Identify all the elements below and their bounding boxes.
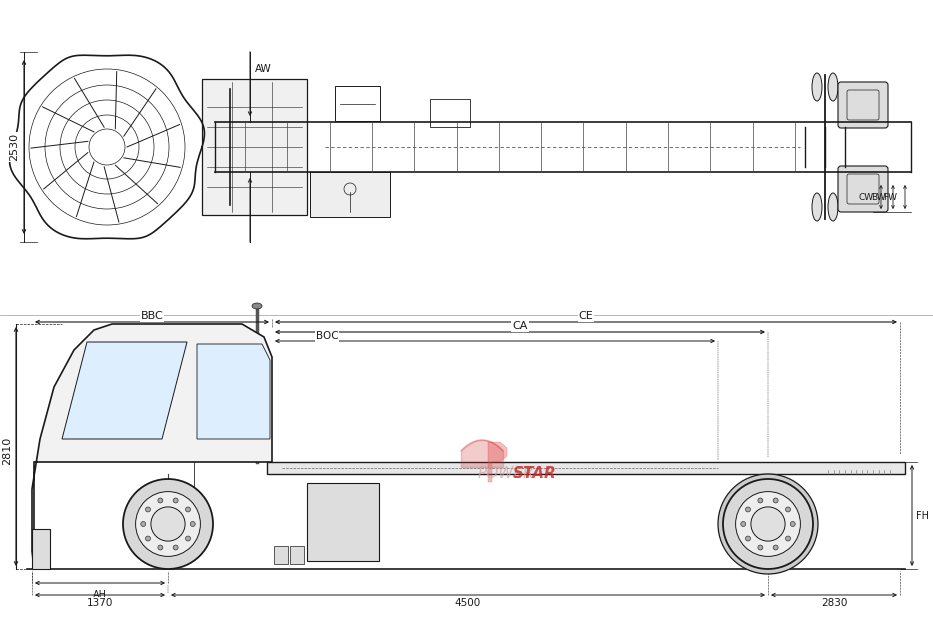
Circle shape <box>123 479 213 569</box>
Circle shape <box>158 498 163 503</box>
Text: 2530: 2530 <box>9 133 19 161</box>
Ellipse shape <box>222 179 238 211</box>
Circle shape <box>758 498 763 503</box>
Circle shape <box>735 492 801 556</box>
Circle shape <box>141 522 146 527</box>
Circle shape <box>135 492 201 556</box>
Bar <box>267 462 905 474</box>
Circle shape <box>174 545 178 550</box>
Circle shape <box>186 507 190 512</box>
Polygon shape <box>32 324 272 569</box>
Circle shape <box>146 507 150 512</box>
Bar <box>290 546 304 564</box>
Text: BW: BW <box>870 192 885 201</box>
Circle shape <box>773 545 778 550</box>
Ellipse shape <box>828 193 838 221</box>
Circle shape <box>790 522 795 527</box>
Circle shape <box>186 536 190 541</box>
Text: 1370: 1370 <box>87 598 113 608</box>
Circle shape <box>151 507 185 541</box>
Circle shape <box>158 545 163 550</box>
Ellipse shape <box>812 73 822 101</box>
Ellipse shape <box>222 83 238 115</box>
Circle shape <box>751 507 785 541</box>
Circle shape <box>718 474 818 574</box>
Text: BBC: BBC <box>141 311 163 321</box>
Circle shape <box>786 536 790 541</box>
Bar <box>430 99 470 127</box>
Text: 4500: 4500 <box>455 598 481 608</box>
Bar <box>274 546 288 564</box>
FancyBboxPatch shape <box>838 82 888 128</box>
Circle shape <box>745 507 750 512</box>
Circle shape <box>741 522 745 527</box>
Polygon shape <box>197 344 270 439</box>
FancyBboxPatch shape <box>838 166 888 212</box>
Text: POWER: POWER <box>478 466 535 482</box>
Bar <box>335 86 380 121</box>
Bar <box>32 529 50 569</box>
Circle shape <box>190 522 195 527</box>
Text: 2810: 2810 <box>2 437 12 465</box>
Ellipse shape <box>812 193 822 221</box>
Text: CA: CA <box>512 321 528 331</box>
Ellipse shape <box>252 303 262 309</box>
Text: CW: CW <box>858 192 873 201</box>
Circle shape <box>773 498 778 503</box>
Polygon shape <box>62 342 187 439</box>
Text: BOC: BOC <box>315 331 339 341</box>
Ellipse shape <box>828 73 838 101</box>
Bar <box>202 79 307 215</box>
Circle shape <box>758 545 763 550</box>
Circle shape <box>174 498 178 503</box>
Text: FH: FH <box>916 511 929 521</box>
Circle shape <box>723 479 813 569</box>
Bar <box>307 483 379 561</box>
Text: CE: CE <box>578 311 593 321</box>
Circle shape <box>745 536 750 541</box>
Text: AH: AH <box>93 590 107 600</box>
Text: AW: AW <box>255 64 272 74</box>
Text: 2830: 2830 <box>821 598 847 608</box>
Circle shape <box>786 507 790 512</box>
Bar <box>310 172 390 217</box>
Polygon shape <box>488 442 507 482</box>
Text: FW: FW <box>883 192 897 201</box>
Circle shape <box>146 536 150 541</box>
Text: STAR: STAR <box>513 466 557 482</box>
